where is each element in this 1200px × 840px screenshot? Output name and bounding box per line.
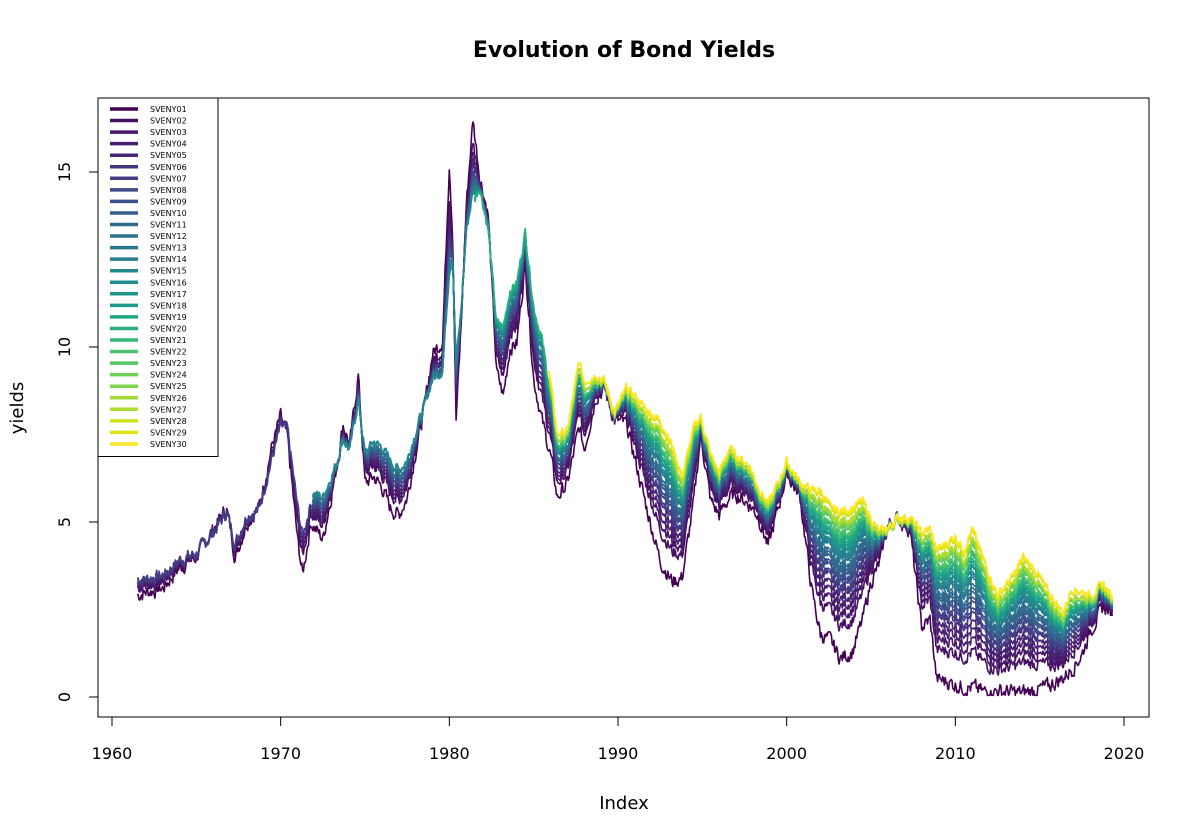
series-line-sveny14 bbox=[311, 184, 1113, 636]
chart-title: Evolution of Bond Yields bbox=[473, 38, 775, 63]
series-line-sveny05 bbox=[136, 161, 1113, 658]
x-tick-label: 2020 bbox=[1104, 744, 1145, 763]
legend-label: SVENY05 bbox=[150, 151, 187, 160]
x-tick-label: 1980 bbox=[429, 744, 470, 763]
y-tick-label: 10 bbox=[55, 337, 74, 357]
legend-label: SVENY14 bbox=[150, 255, 187, 264]
legend-label: SVENY23 bbox=[150, 359, 187, 368]
series-line-sveny01 bbox=[136, 121, 1113, 697]
legend-label: SVENY03 bbox=[150, 128, 187, 137]
legend-label: SVENY24 bbox=[150, 371, 187, 380]
legend-label: SVENY15 bbox=[150, 267, 187, 276]
x-tick-label: 1990 bbox=[598, 744, 639, 763]
series-line-sveny03 bbox=[136, 151, 1113, 669]
legend-label: SVENY22 bbox=[150, 348, 187, 357]
y-axis: 0 5 10 15 bbox=[55, 162, 99, 702]
legend-label: SVENY21 bbox=[150, 336, 187, 345]
y-axis-label: yields bbox=[7, 382, 28, 435]
x-tick-label: 1960 bbox=[92, 744, 133, 763]
x-axis: 1960 1970 1980 1990 2000 2010 2020 bbox=[92, 716, 1145, 763]
series-line-sveny10 bbox=[311, 177, 1113, 644]
legend-label: SVENY28 bbox=[150, 417, 187, 426]
legend-label: SVENY12 bbox=[150, 232, 187, 241]
x-tick-label: 1970 bbox=[260, 744, 301, 763]
series-line-sveny15 bbox=[311, 187, 1113, 636]
legend-label: SVENY09 bbox=[150, 197, 187, 206]
x-tick-label: 2000 bbox=[766, 744, 807, 763]
legend-label: SVENY08 bbox=[150, 186, 187, 195]
legend-label: SVENY20 bbox=[150, 324, 187, 333]
series-line-sveny22 bbox=[548, 373, 1113, 628]
x-axis-label: Index bbox=[599, 793, 649, 814]
series-line-sveny12 bbox=[311, 183, 1113, 642]
legend-label: SVENY10 bbox=[150, 209, 187, 218]
legend-label: SVENY17 bbox=[150, 290, 187, 299]
legend-label: SVENY11 bbox=[150, 221, 187, 230]
legend-label: SVENY07 bbox=[150, 174, 187, 183]
series-lines bbox=[136, 121, 1113, 697]
legend: SVENY01 SVENY02 SVENY03 SVENY04 SVENY05 SVENY… bbox=[97, 97, 219, 457]
legend-label: SVENY29 bbox=[150, 428, 187, 437]
legend-label: SVENY16 bbox=[150, 278, 187, 287]
legend-label: SVENY30 bbox=[150, 440, 187, 449]
series-line-sveny30 bbox=[548, 362, 1113, 616]
legend-label: SVENY13 bbox=[150, 244, 187, 253]
y-tick-label: 15 bbox=[55, 162, 74, 182]
legend-label: SVENY19 bbox=[150, 313, 187, 322]
legend-label: SVENY18 bbox=[150, 301, 187, 310]
x-tick-label: 2010 bbox=[935, 744, 976, 763]
series-line-sveny08 bbox=[311, 171, 1113, 648]
series-line-sveny13 bbox=[311, 182, 1113, 637]
legend-label: SVENY02 bbox=[150, 117, 187, 126]
legend-label: SVENY25 bbox=[150, 382, 187, 391]
legend-label: SVENY04 bbox=[150, 140, 187, 149]
series-line-sveny11 bbox=[311, 181, 1113, 643]
y-tick-label: 0 bbox=[55, 692, 74, 702]
series-line-sveny07 bbox=[136, 170, 1113, 652]
legend-label: SVENY01 bbox=[150, 105, 187, 114]
series-line-sveny27 bbox=[548, 368, 1113, 623]
series-line-sveny02 bbox=[136, 142, 1113, 676]
y-tick-label: 5 bbox=[55, 517, 74, 527]
series-line-sveny09 bbox=[311, 176, 1113, 647]
legend-label: SVENY06 bbox=[150, 163, 187, 172]
legend-label: SVENY26 bbox=[150, 394, 187, 403]
legend-label: SVENY27 bbox=[150, 405, 187, 414]
